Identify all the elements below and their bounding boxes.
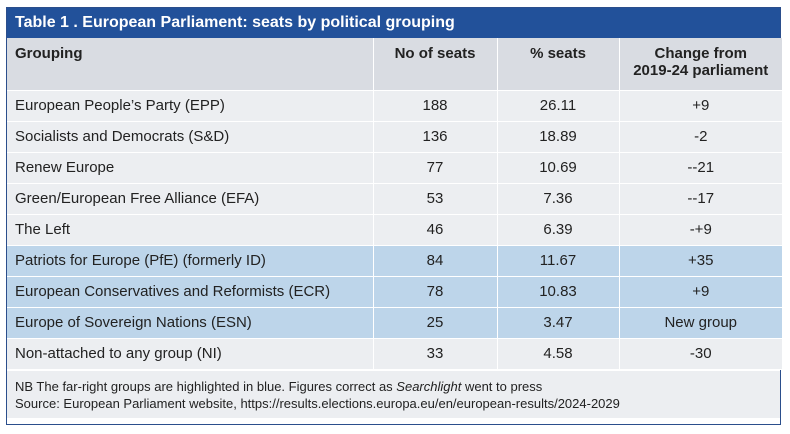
note-prefix: NB The far-right groups are highlighted … bbox=[15, 378, 397, 394]
table-row-highlighted: Europe of Sovereign Nations (ESN) 25 3.4… bbox=[7, 307, 782, 339]
header-row: Grouping No of seats % seats Change from… bbox=[7, 38, 782, 91]
table-footnote: NB The far-right groups are highlighted … bbox=[7, 369, 780, 418]
header-pct: % seats bbox=[497, 38, 620, 91]
cell-seats: 33 bbox=[373, 338, 498, 370]
cell-change: -2 bbox=[619, 121, 782, 153]
cell-seats: 77 bbox=[373, 152, 498, 184]
cell-pct: 11.67 bbox=[497, 245, 620, 277]
cell-pct: 10.69 bbox=[497, 152, 620, 184]
cell-grouping: European People’s Party (EPP) bbox=[7, 90, 374, 122]
cell-grouping: The Left bbox=[7, 214, 374, 246]
cell-pct: 4.58 bbox=[497, 338, 620, 370]
cell-change: --17 bbox=[619, 183, 782, 215]
highlight-note: NB The far-right groups are highlighted … bbox=[15, 378, 772, 395]
table-title: Table 1 . European Parliament: seats by … bbox=[7, 8, 780, 38]
note-publication: Searchlight bbox=[396, 378, 462, 394]
cell-grouping: Non-attached to any group (NI) bbox=[7, 338, 374, 370]
cell-seats: 84 bbox=[373, 245, 498, 277]
cell-seats: 136 bbox=[373, 121, 498, 153]
cell-pct: 18.89 bbox=[497, 121, 620, 153]
cell-seats: 46 bbox=[373, 214, 498, 246]
cell-change: -+9 bbox=[619, 214, 782, 246]
cell-pct: 3.47 bbox=[497, 307, 620, 339]
table-row: Green/European Free Alliance (EFA) 53 7.… bbox=[7, 183, 782, 215]
cell-pct: 6.39 bbox=[497, 214, 620, 246]
table-row: Renew Europe 77 10.69 --21 bbox=[7, 152, 782, 184]
cell-grouping: Socialists and Democrats (S&D) bbox=[7, 121, 374, 153]
cell-pct: 7.36 bbox=[497, 183, 620, 215]
header-seats: No of seats bbox=[373, 38, 498, 91]
cell-grouping: Patriots for Europe (PfE) (formerly ID) bbox=[7, 245, 374, 277]
cell-grouping: European Conservatives and Reformists (E… bbox=[7, 276, 374, 308]
cell-change: +35 bbox=[619, 245, 782, 277]
table-row-highlighted: European Conservatives and Reformists (E… bbox=[7, 276, 782, 308]
seats-table: Grouping No of seats % seats Change from… bbox=[7, 38, 782, 370]
header-change: Change from 2019-24 parliament bbox=[619, 38, 782, 91]
cell-seats: 25 bbox=[373, 307, 498, 339]
cell-seats: 188 bbox=[373, 90, 498, 122]
table-row: The Left 46 6.39 -+9 bbox=[7, 214, 782, 246]
note-suffix: went to press bbox=[461, 378, 543, 394]
source-note: Source: European Parliament website, htt… bbox=[15, 395, 620, 411]
cell-change: New group bbox=[619, 307, 782, 339]
cell-pct: 10.83 bbox=[497, 276, 620, 308]
cell-grouping: Renew Europe bbox=[7, 152, 374, 184]
table-row: Socialists and Democrats (S&D) 136 18.89… bbox=[7, 121, 782, 153]
cell-change: +9 bbox=[619, 90, 782, 122]
cell-seats: 53 bbox=[373, 183, 498, 215]
header-grouping: Grouping bbox=[7, 38, 374, 91]
cell-grouping: Green/European Free Alliance (EFA) bbox=[7, 183, 374, 215]
header-change-line2: 2019-24 parliament bbox=[633, 62, 769, 79]
cell-seats: 78 bbox=[373, 276, 498, 308]
cell-pct: 26.11 bbox=[497, 90, 620, 122]
table-row: Non-attached to any group (NI) 33 4.58 -… bbox=[7, 338, 782, 370]
cell-change: --21 bbox=[619, 152, 782, 184]
seats-table-figure: Table 1 . European Parliament: seats by … bbox=[6, 7, 782, 425]
cell-change: -30 bbox=[619, 338, 782, 370]
cell-grouping: Europe of Sovereign Nations (ESN) bbox=[7, 307, 374, 339]
table-row-highlighted: Patriots for Europe (PfE) (formerly ID) … bbox=[7, 245, 782, 277]
table-row: European People’s Party (EPP) 188 26.11 … bbox=[7, 90, 782, 122]
cell-change: +9 bbox=[619, 276, 782, 308]
header-change-line1: Change from bbox=[654, 45, 747, 62]
